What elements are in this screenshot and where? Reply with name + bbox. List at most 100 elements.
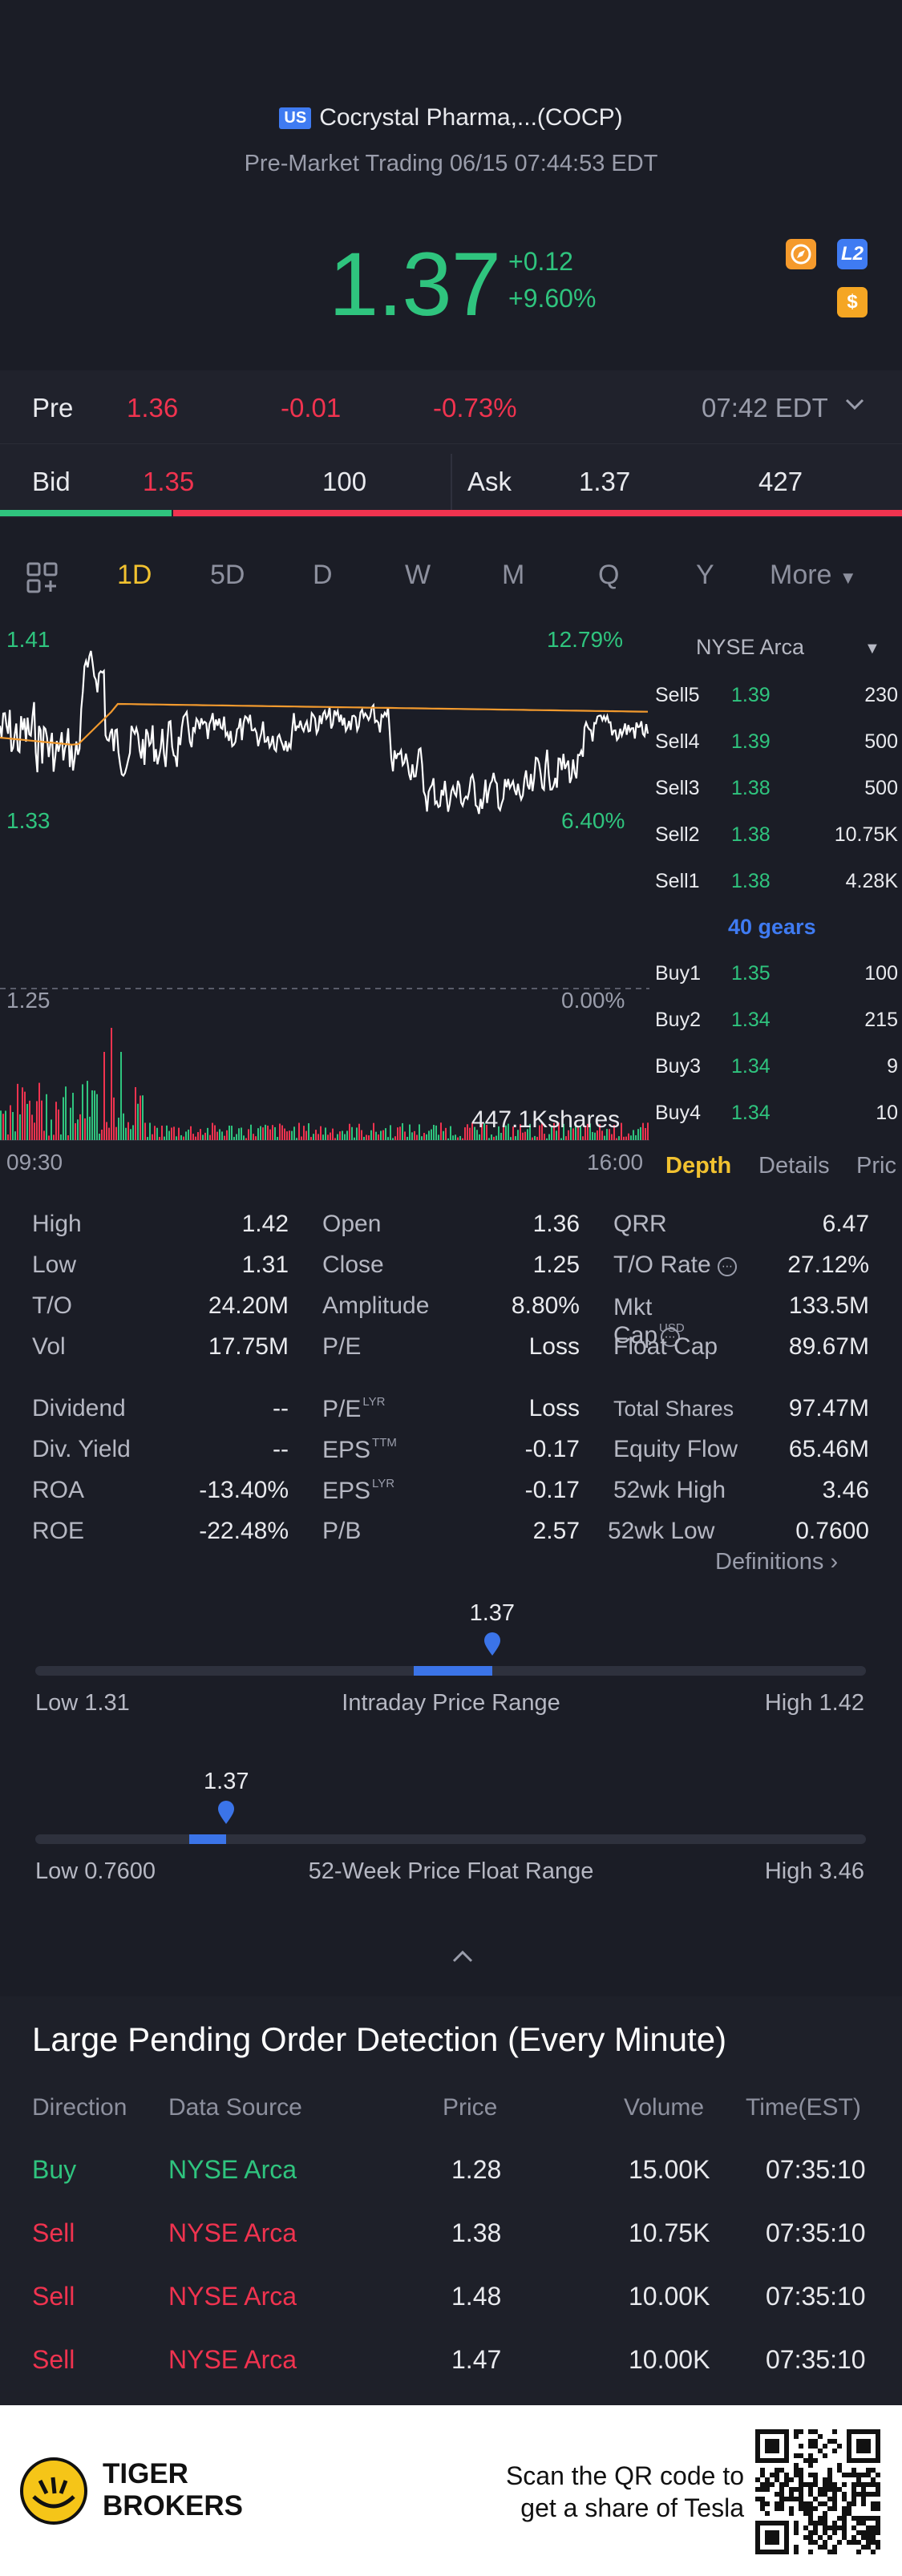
tab-details[interactable]: Details — [758, 1153, 830, 1179]
volume-bar — [642, 1122, 644, 1140]
tab-more[interactable]: More ▼ — [770, 560, 857, 591]
info-icon[interactable]: ⋯ — [718, 1257, 738, 1276]
stat-label: P/B — [322, 1518, 362, 1544]
tiger-logo-icon — [19, 2457, 88, 2529]
volume-bar — [253, 1134, 254, 1140]
time-end: 16:00 — [587, 1150, 644, 1175]
map-pin-icon — [483, 1632, 502, 1660]
tab-5d[interactable]: 5D — [210, 560, 245, 590]
volume-bar — [515, 1136, 516, 1140]
stat-value: -22.48% — [199, 1518, 289, 1544]
stat-value: Loss — [528, 1395, 580, 1421]
volume-bar — [587, 1123, 589, 1140]
volume-bar — [38, 1082, 40, 1140]
volume-bar — [476, 1130, 478, 1140]
volume-bar — [48, 1135, 50, 1140]
volume-bars — [0, 1028, 649, 1140]
volume-bar — [491, 1134, 492, 1140]
chevron-down-icon[interactable] — [843, 391, 866, 422]
volume-bar — [433, 1124, 435, 1140]
buy-price: 1.35 — [731, 962, 771, 985]
price: 1.28 — [451, 2155, 502, 2184]
tab-m[interactable]: M — [502, 560, 525, 590]
volume-bar — [327, 1134, 329, 1140]
definitions-link[interactable]: Definitions › — [715, 1549, 838, 1575]
volume-bar — [216, 1131, 218, 1140]
bid-price: 1.35 — [143, 467, 195, 496]
l2-icon[interactable]: L2 — [837, 239, 868, 269]
volume-bar — [563, 1123, 564, 1140]
source: NYSE Arca — [168, 2282, 297, 2311]
info-icon[interactable]: ⋯ — [660, 1328, 680, 1347]
qr-code-icon[interactable] — [755, 2429, 880, 2558]
volume-bar — [438, 1134, 439, 1140]
stat-label: T/O — [32, 1292, 72, 1319]
stat-label: Dividend — [32, 1395, 126, 1421]
exchange-selector[interactable]: NYSE Arca — [696, 635, 805, 659]
volume-bar — [313, 1134, 314, 1140]
volume-bar — [132, 1125, 134, 1140]
tab-depth[interactable]: Depth — [665, 1153, 732, 1179]
volume-bar — [22, 1087, 23, 1140]
volume-bar — [286, 1131, 288, 1140]
dollar-icon[interactable]: $ — [837, 287, 868, 317]
volume-bar — [609, 1129, 610, 1140]
tab-w[interactable]: W — [405, 560, 431, 590]
gears-link[interactable]: 40 gears — [728, 915, 816, 939]
volume-bar — [500, 1132, 502, 1140]
stat-label: Close — [322, 1252, 384, 1278]
volume-bar — [522, 1132, 524, 1140]
volume-bar — [14, 1131, 16, 1140]
volume-bar — [305, 1130, 307, 1140]
volume-bar — [279, 1123, 281, 1140]
volume-bar — [284, 1128, 285, 1140]
promo-line-1: Scan the QR code to — [505, 2461, 744, 2490]
caret-down-icon: ▼ — [839, 568, 857, 588]
tab-d[interactable]: D — [313, 560, 333, 590]
stat-label: Equity Flow — [613, 1436, 738, 1462]
brand-line-1: TIGER — [103, 2458, 188, 2489]
volume-bar — [616, 1138, 617, 1140]
promo-text: Scan the QR code to get a share of Tesla — [449, 2460, 744, 2524]
range-track — [35, 1834, 866, 1844]
volume-bar — [303, 1126, 305, 1140]
volume-bar — [75, 1122, 76, 1140]
tab-y[interactable]: Y — [696, 560, 714, 590]
volume-bar — [548, 1134, 550, 1140]
volume-bar — [520, 1124, 521, 1140]
chart-layout-icon[interactable] — [26, 561, 59, 599]
volume-bar — [344, 1134, 346, 1140]
volume-bar — [67, 1134, 69, 1140]
caret-down-icon[interactable]: ▼ — [864, 640, 880, 657]
volume-bar — [597, 1130, 598, 1140]
volume-bar — [96, 1094, 98, 1140]
volume-bar — [99, 1133, 100, 1140]
volume-bar — [308, 1122, 309, 1140]
volume-bar — [407, 1136, 408, 1140]
buy-price: 1.34 — [731, 1102, 771, 1124]
volume-bar — [149, 1122, 151, 1140]
compass-icon[interactable] — [786, 239, 816, 269]
stat-value: -- — [273, 1436, 289, 1462]
pre-market-row[interactable]: Pre 1.36 -0.01 -0.73% 07:42 EDT — [0, 370, 902, 444]
range-high: High 1.42 — [764, 1690, 864, 1716]
volume-bar — [156, 1127, 158, 1140]
chevron-up-icon[interactable] — [451, 1948, 475, 1968]
sell-label: Sell4 — [655, 730, 700, 753]
stat-value: 27.12% — [787, 1252, 869, 1278]
intraday-chart[interactable]: 1.41 12.79% 1.33 6.40% 1.25 0.00% 447.1K… — [0, 617, 649, 1163]
volume-bar — [572, 1128, 574, 1140]
tab-q[interactable]: Q — [598, 560, 620, 590]
volume-bar — [637, 1129, 639, 1140]
volume-bar — [635, 1134, 637, 1140]
stock-title[interactable]: US Cocrystal Pharma,...(COCP) — [0, 104, 902, 131]
tab-1d[interactable]: 1D — [117, 560, 152, 590]
volume-bar — [349, 1123, 350, 1140]
tab-price[interactable]: Pric — [856, 1153, 896, 1179]
volume-bar — [176, 1136, 177, 1140]
direction: Sell — [32, 2218, 75, 2247]
volume-bar — [72, 1093, 74, 1140]
time-start: 09:30 — [6, 1150, 63, 1175]
volume-bar — [10, 1105, 11, 1140]
volume-bar — [423, 1133, 425, 1140]
